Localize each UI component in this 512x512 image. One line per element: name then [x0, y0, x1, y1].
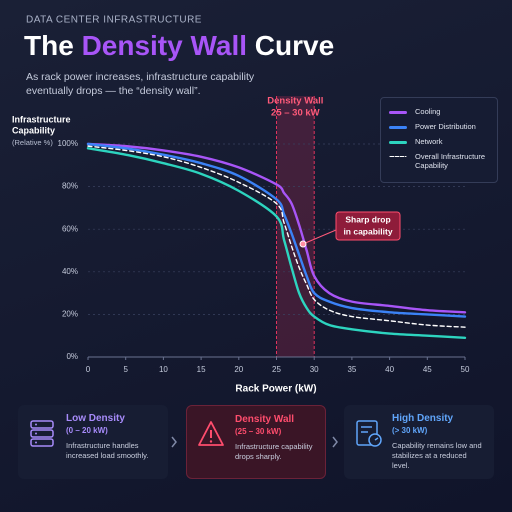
card: High Density (> 30 kW) Capability remain… [344, 405, 494, 479]
card-text: Capability remains low and stabilizes at… [392, 441, 482, 470]
card-title: Density Wall [235, 414, 295, 425]
legend-label: Network [415, 137, 443, 146]
card-title: Low Density [66, 413, 125, 424]
x-tick-label: 20 [234, 365, 243, 374]
series-line [86, 147, 467, 340]
card-range: (> 30 kW) [392, 426, 428, 435]
band-label: 25 – 30 kW [271, 108, 320, 119]
y-tick-label: 0% [66, 352, 78, 361]
annotation-text: in capability [343, 226, 392, 236]
legend-swatch [389, 111, 407, 114]
x-axis-label: Rack Power (kW) [235, 384, 316, 395]
kicker: DATA CENTER INFRASTRUCTURE [26, 15, 202, 26]
server-gauge-icon [356, 420, 382, 447]
card-text: Infrastructure capability drops sharply. [235, 442, 313, 461]
series-line [86, 142, 467, 318]
y-tick-label: 100% [58, 139, 78, 148]
legend-entry: Overall Infrastructure Capability [387, 152, 491, 170]
subtitle: eventually drops — the “density wall”. [26, 85, 201, 97]
y-tick-label: 60% [62, 224, 78, 233]
server-icon [30, 420, 54, 447]
y-tick-label: 80% [62, 182, 78, 191]
y-tick-label: 20% [62, 310, 78, 319]
annotation-leader [302, 229, 337, 245]
x-tick-label: 30 [310, 365, 319, 374]
annotation-text: Sharp drop [345, 214, 390, 224]
chevron [171, 436, 177, 448]
title-part: The [24, 30, 82, 61]
legend-label: Cooling [415, 107, 441, 116]
title: The Density Wall Curve [24, 30, 334, 61]
annotation-dot [299, 240, 307, 248]
legend-swatch [389, 156, 407, 157]
x-tick-label: 10 [159, 365, 168, 374]
card-text: Infrastructure handles increased load sm… [66, 441, 149, 460]
legend-swatch [389, 126, 407, 129]
x-tick-label: 25 [272, 365, 281, 374]
y-tick-label: 40% [62, 267, 78, 276]
card-range: (25 – 30 kW) [235, 427, 282, 436]
card-title: High Density [392, 413, 454, 424]
legend-swatch [389, 141, 407, 144]
y-axis-sublabel: (Relative %) [12, 138, 53, 147]
card: Low Density (0 – 20 kW) Infrastructure h… [18, 405, 168, 479]
title-part: Density Wall [82, 30, 247, 61]
y-axis-label: Infrastructure [12, 114, 71, 124]
x-tick-label: 5 [123, 365, 128, 374]
card: Density Wall (25 – 30 kW) Infrastructure… [186, 405, 326, 479]
annotation-box [335, 211, 401, 241]
legend-label: Power Distribution [415, 122, 476, 131]
x-tick-label: 35 [347, 365, 356, 374]
legend-entry: Power Distribution [387, 122, 491, 131]
x-tick-label: 40 [385, 365, 394, 374]
x-tick-label: 45 [423, 365, 432, 374]
legend: Cooling Power Distribution Network Overall … [380, 97, 498, 183]
x-tick-label: 15 [197, 365, 206, 374]
chevron [332, 436, 338, 448]
x-tick-label: 50 [461, 365, 470, 374]
card-range: (0 – 20 kW) [66, 426, 108, 435]
title-part: Curve [247, 30, 334, 61]
subtitle: As rack power increases, infrastructure … [26, 71, 255, 83]
band-label: Density Wall [267, 96, 323, 107]
series-line [87, 145, 466, 328]
legend-label: Overall Infrastructure Capability [415, 152, 486, 170]
x-tick-label: 0 [86, 365, 91, 374]
y-axis-label: Capability [12, 125, 55, 135]
series-line [86, 142, 467, 314]
legend-entry: Network [387, 137, 491, 146]
legend-entry: Cooling [387, 107, 491, 116]
warning-icon [198, 421, 224, 446]
chart: DATA CENTER INFRASTRUCTURE The Density W… [12, 15, 470, 395]
